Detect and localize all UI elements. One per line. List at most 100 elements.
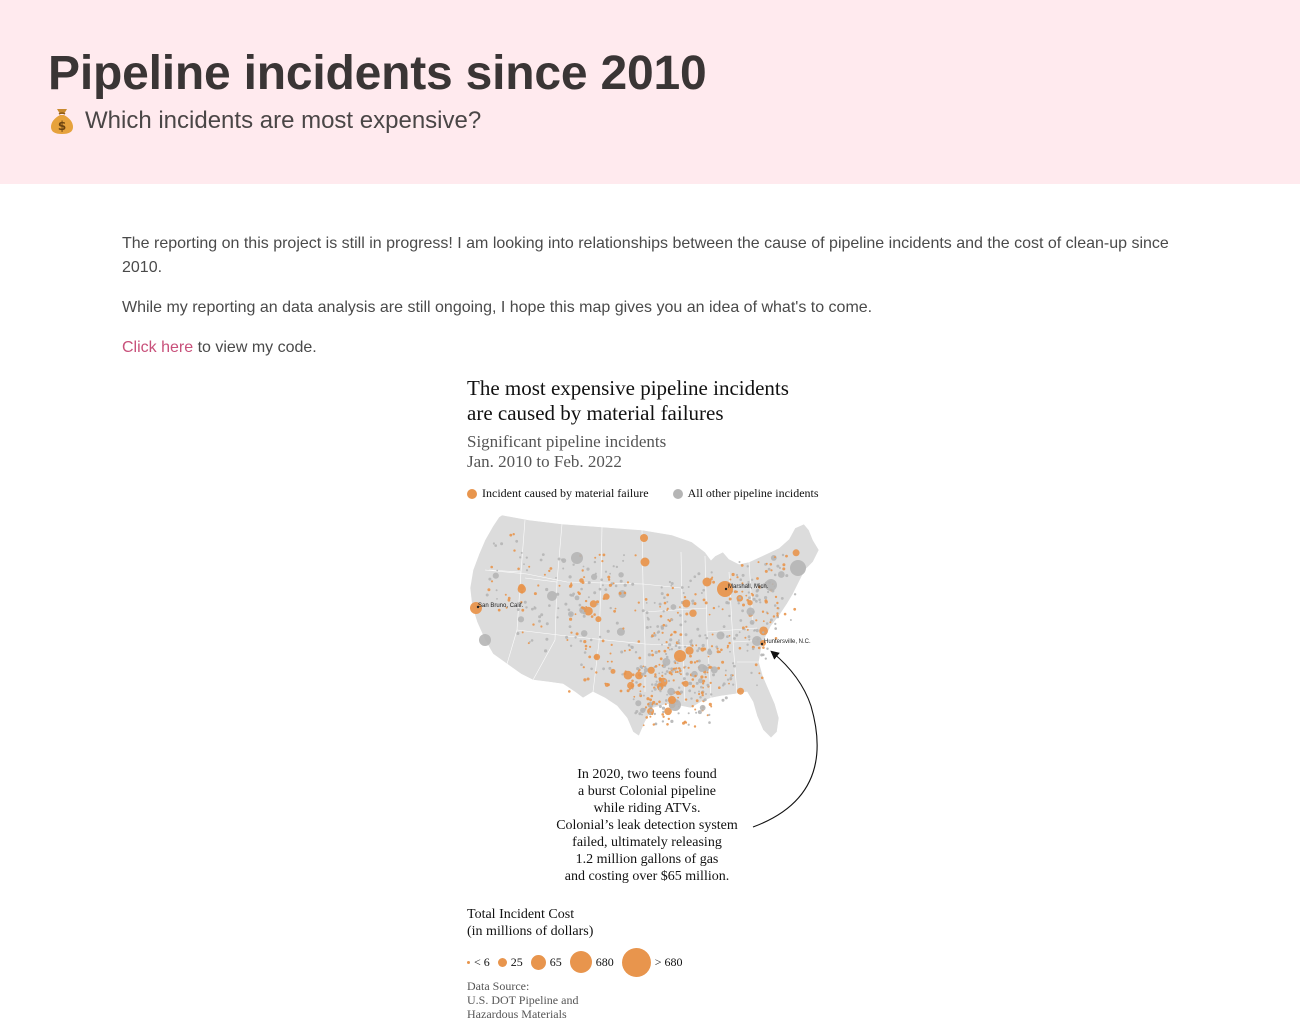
- incident-dot: [583, 576, 586, 579]
- incident-dot: [728, 597, 732, 601]
- incident-dot: [621, 673, 624, 676]
- incident-dot: [649, 625, 652, 629]
- map-label-huntersville: Huntersville, N.C.: [764, 639, 811, 645]
- incident-dot: [776, 564, 780, 568]
- incident-dot: [678, 639, 680, 642]
- incident-dot: [679, 669, 682, 672]
- incident-dot: [653, 633, 657, 637]
- incident-dot: [715, 645, 718, 649]
- incident-dot: [763, 585, 766, 588]
- incident-dot: [669, 638, 673, 642]
- incident-dot: [512, 533, 515, 536]
- incident-dot: [721, 660, 725, 664]
- incident-dot: [682, 599, 691, 608]
- incident-dot: [765, 622, 769, 625]
- incident-dot: [653, 632, 656, 635]
- incident-dot: [639, 690, 642, 693]
- incident-dot: [724, 674, 727, 677]
- incident-dot: [650, 694, 654, 698]
- incident-dot: [737, 602, 740, 605]
- incident-dot: [643, 671, 647, 674]
- map-label-san-bruno: San Bruno, Calif.: [478, 603, 524, 609]
- incident-dot: [639, 665, 643, 669]
- incident-dot: [663, 649, 667, 653]
- data-source: Data Source: U.S. DOT Pipeline and Hazar…: [467, 979, 579, 1021]
- incident-dot: [666, 607, 669, 610]
- incident-dot: [665, 641, 668, 644]
- incident-dot: [746, 565, 749, 568]
- incident-dot: [682, 677, 686, 681]
- incident-dot: [697, 647, 701, 650]
- incident-dot: [634, 651, 638, 654]
- incident-dot: [732, 674, 734, 677]
- incident-dot: [662, 657, 671, 666]
- incident-dot: [684, 633, 688, 637]
- incident-dot: [654, 683, 658, 687]
- incident-dot: [661, 643, 663, 646]
- incident-dot: [587, 581, 591, 585]
- incident-dot: [548, 604, 551, 607]
- incident-dot: [601, 560, 604, 563]
- incident-dot: [708, 713, 711, 716]
- incident-dot: [732, 683, 735, 686]
- incident-dot: [708, 613, 711, 616]
- incident-dot: [676, 662, 679, 664]
- incident-dot: [687, 586, 690, 588]
- incident-dot: [627, 644, 631, 647]
- incident-dot: [693, 691, 696, 694]
- incident-dot: [537, 584, 540, 587]
- annotation-arrow: [752, 650, 818, 828]
- money-bag-icon: $: [48, 106, 76, 136]
- incident-dot: [756, 577, 759, 580]
- incident-dot: [732, 662, 735, 665]
- incident-dot: [700, 592, 703, 594]
- incident-dot: [623, 649, 626, 652]
- incident-dot: [636, 667, 640, 671]
- incident-dot: [679, 614, 682, 617]
- incident-dot: [694, 674, 697, 678]
- incident-dot: [593, 560, 597, 564]
- incident-dot: [772, 615, 776, 618]
- incident-dot: [717, 666, 720, 670]
- incident-dot: [485, 593, 489, 597]
- incident-dot: [667, 646, 670, 649]
- incident-dot: [793, 593, 797, 596]
- incident-dot: [648, 712, 652, 716]
- incident-dot: [655, 680, 658, 683]
- incident-dot: [589, 645, 592, 648]
- incident-dot: [792, 549, 800, 557]
- incident-dot: [570, 631, 573, 634]
- incident-dot: [781, 553, 785, 557]
- incident-dot: [759, 626, 768, 636]
- incident-dot: [638, 673, 641, 677]
- incident-dot: [733, 637, 736, 640]
- incident-dot: [660, 586, 663, 589]
- incident-dot: [643, 667, 649, 673]
- incident-dot: [658, 602, 662, 606]
- incident-dot: [764, 596, 768, 600]
- incident-dot: [607, 578, 611, 581]
- incident-dot: [668, 580, 671, 584]
- incident-dot: [579, 639, 583, 643]
- incident-dot: [774, 627, 777, 630]
- intro-paragraph: The reporting on this project is still i…: [122, 235, 1169, 276]
- incident-dot: [718, 686, 721, 689]
- view-code-link[interactable]: Click here: [122, 339, 194, 356]
- incident-dot: [667, 667, 670, 670]
- incident-dot: [669, 634, 672, 637]
- incident-dot: [539, 558, 543, 562]
- incident-dot: [574, 595, 580, 601]
- intro-paragraph: While my reporting an data analysis are …: [122, 299, 873, 316]
- incident-dot: [689, 654, 692, 658]
- incident-dot: [639, 683, 642, 686]
- incident-dot: [790, 560, 806, 576]
- incident-dot: [691, 599, 695, 603]
- incident-dot: [651, 653, 654, 657]
- incident-dot: [668, 619, 671, 623]
- incident-dot: [684, 698, 688, 701]
- incident-dot: [590, 615, 594, 618]
- incident-dot: [643, 674, 646, 676]
- incident-dot: [729, 650, 731, 653]
- incident-dot: [785, 554, 788, 558]
- incident-dot: [521, 631, 524, 634]
